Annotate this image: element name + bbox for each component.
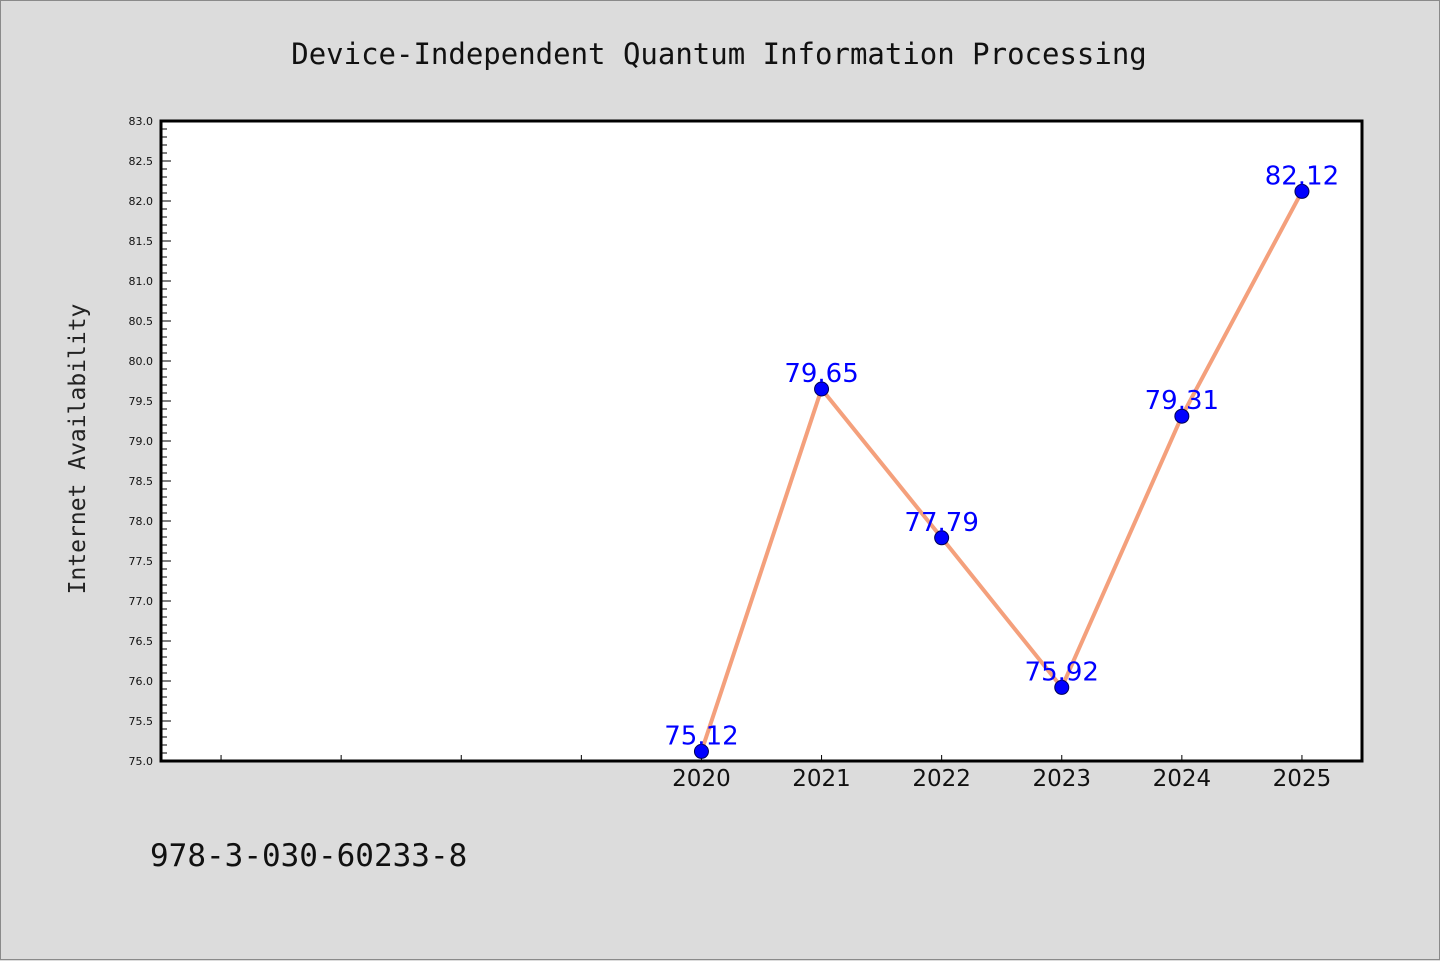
x-axis-ticks: 2020 2021 2022 2023 2024 2025: [220, 755, 1332, 792]
data-label: 82.12: [1265, 161, 1339, 191]
y-tick-label: 76.5: [129, 635, 154, 648]
series-line: [699, 189, 1304, 754]
data-point: [1294, 183, 1310, 199]
y-tick-label: 76.0: [129, 675, 154, 688]
y-tick-label: 75.5: [129, 715, 154, 728]
y-tick-label: 79.0: [129, 435, 154, 448]
footer-isbn: 978-3-030-60233-8: [150, 838, 467, 874]
plot-border: [159, 119, 1364, 763]
x-tick-label: 2025: [1273, 766, 1332, 792]
x-tick-label: 2022: [912, 766, 971, 792]
data-label: 77.79: [904, 508, 978, 538]
data-label: 75.12: [664, 721, 738, 751]
y-tick-label: 82.5: [129, 155, 154, 168]
y-tick-label: 80.5: [129, 315, 154, 328]
y-tick-label: 77.0: [129, 595, 154, 608]
data-point: [693, 743, 709, 759]
data-labels: 75.12 79.65 77.79 75.92 79.31 82.12: [664, 161, 1339, 751]
y-tick-label: 81.5: [129, 235, 154, 248]
series-markers: [693, 183, 1310, 759]
x-tick-label: 2024: [1153, 766, 1212, 792]
y-tick-label: 77.5: [129, 555, 154, 568]
x-tick-label: 2020: [672, 766, 731, 792]
y-axis-ticks: 75.0 75.5 76.0 76.5 77.0 77.5 78.0 78.5 79.0 79.5…: [129, 115, 171, 768]
plot-area: [161, 121, 1362, 761]
data-label: 79.65: [784, 359, 858, 389]
y-tick-label: 80.0: [129, 355, 154, 368]
data-point: [1174, 408, 1190, 424]
y-tick-label: 78.0: [129, 515, 154, 528]
data-label: 79.31: [1145, 386, 1219, 416]
x-tick-label: 2023: [1032, 766, 1091, 792]
chart-title: Device-Independent Quantum Information P…: [291, 37, 1147, 71]
y-tick-label: 81.0: [129, 275, 154, 288]
y-axis-label: Internet Availability: [65, 304, 91, 595]
y-tick-label: 79.5: [129, 395, 154, 408]
y-tick-label: 78.5: [129, 475, 154, 488]
y-tick-label: 83.0: [129, 115, 154, 128]
data-point: [934, 530, 950, 546]
y-tick-label: 82.0: [129, 195, 154, 208]
data-point: [814, 381, 830, 397]
series-polyline: [699, 189, 1304, 754]
data-label: 75.92: [1025, 657, 1099, 687]
x-tick-label: 2021: [792, 766, 851, 792]
y-tick-label: 75.0: [129, 755, 154, 768]
data-point: [1054, 679, 1070, 695]
